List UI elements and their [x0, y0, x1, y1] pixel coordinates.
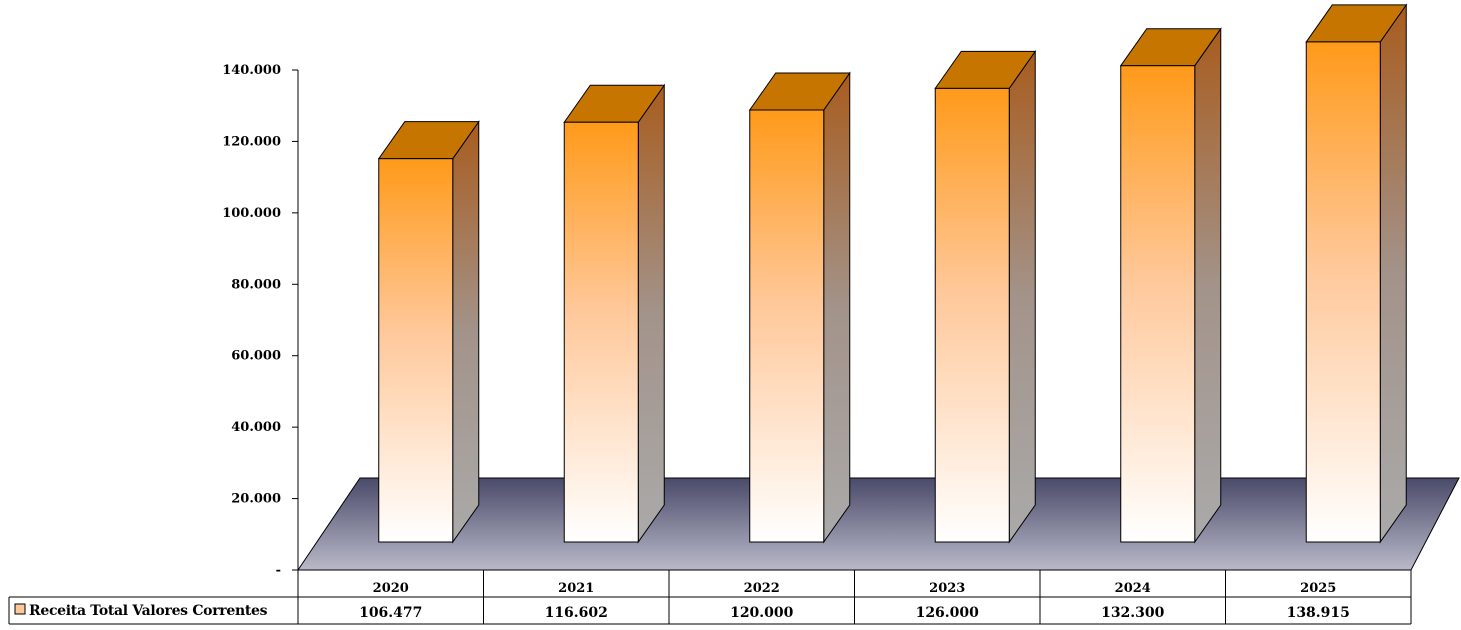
bar-front-face [563, 121, 639, 543]
value-label: 138.915 [1287, 605, 1350, 621]
category-label: 2025 [1300, 581, 1336, 596]
bars-group [377, 3, 1408, 544]
bar-2020 [377, 120, 480, 544]
series-legend-label: Receita Total Valores Correntes [29, 603, 268, 619]
category-label: 2020 [373, 581, 409, 596]
bar-front-face [934, 87, 1010, 543]
bar-front-face [749, 109, 825, 543]
bar-side-face [1194, 27, 1222, 544]
category-label: 2021 [558, 581, 594, 596]
value-label: 126.000 [916, 605, 980, 621]
y-tick-label: - [276, 563, 281, 578]
y-tick-label: 40.000 [231, 420, 281, 435]
bar-2022 [748, 71, 851, 544]
value-label: 106.477 [359, 605, 422, 621]
bar-front-face [1120, 65, 1196, 543]
bar-front-face [378, 158, 454, 543]
bar-side-face [1379, 3, 1407, 544]
y-tick-label: 140.000 [222, 63, 281, 78]
bar-2023 [934, 49, 1037, 544]
y-tick-label: 80.000 [231, 277, 281, 292]
value-label: 116.602 [545, 605, 608, 621]
bar-front-face [1305, 41, 1381, 543]
bar-side-face [452, 120, 480, 544]
value-label: 132.300 [1101, 605, 1165, 621]
category-label: 2024 [1115, 581, 1151, 596]
bar-side-face [637, 83, 665, 544]
category-label: 2022 [744, 581, 780, 596]
category-label: 2023 [929, 581, 965, 596]
y-tick-label: 120.000 [222, 134, 281, 149]
bar-2021 [563, 83, 666, 544]
legend-swatch [14, 603, 26, 615]
bar-2025 [1305, 3, 1408, 544]
bar-2024 [1119, 27, 1222, 544]
value-label: 120.000 [730, 605, 794, 621]
y-tick-label: 20.000 [231, 492, 281, 507]
data-table: 2020 106.477 2021 116.602 2022 120.000 2023 126… [8, 569, 1412, 625]
bar-side-face [1008, 49, 1036, 544]
y-tick-label: 60.000 [231, 349, 281, 364]
bar-side-face [823, 71, 851, 544]
y-axis-ticks: - 20.000 40.000 60.000 80.000 100.000 120.000 1… [222, 63, 298, 578]
y-tick-label: 100.000 [222, 206, 281, 221]
